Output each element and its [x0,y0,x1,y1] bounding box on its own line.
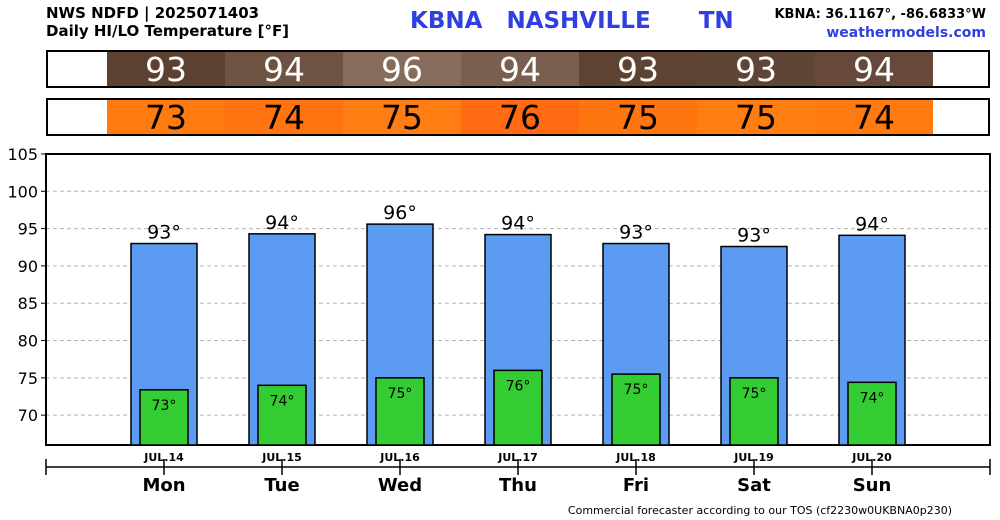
y-tick-label: 100 [7,182,38,201]
date-label: JUL.16 [379,451,420,464]
low-temp-bar [139,389,189,446]
high-temp-label: 93° [619,222,653,244]
high-temp-label: 94° [501,213,535,235]
product-label: Daily HI/LO Temperature [°F] [46,22,290,40]
date-label: JUL.15 [261,451,302,464]
date-label: JUL.17 [497,451,538,464]
low-temp-label: 73° [152,398,177,414]
day-label: Sun [853,475,892,496]
low-temp-bar [375,377,425,446]
high-strip-cell: 93 [697,50,815,89]
footer-note: Commercial forecaster according to our T… [567,504,952,517]
high-temp-label: 94° [855,213,889,235]
model-run-label: NWS NDFD | 2025071403 [46,4,260,22]
station-title: KBNA NASHVILLE TN [410,8,734,34]
day-label: Tue [264,475,299,496]
high-strip-cell: 94 [815,50,933,89]
date-label: JUL.19 [733,451,774,464]
high-strip-cell: 96 [343,50,461,89]
low-temp-label: 74° [270,393,295,409]
low-temp-bar [493,369,543,446]
station-name: NASHVILLE [506,8,651,34]
day-label: Sat [737,475,771,496]
low-strip-cell: 76 [461,98,579,137]
y-tick-label: 105 [7,145,38,164]
high-strip-cell: 93 [107,50,225,89]
low-strip-cell: 75 [697,98,815,137]
day-label: Fri [623,475,649,496]
low-strip-cell: 74 [815,98,933,137]
high-strip-cell: 93 [579,50,697,89]
high-temp-label: 93° [147,222,181,244]
low-temp-bar [847,381,897,446]
station-id: KBNA [410,8,483,34]
y-tick-label: 85 [18,294,38,313]
temperature-bar-chart: 70 75 80 85 90 95 100 105 93° 73° 94° 74° 96° 75° 94° 7… [7,145,991,496]
low-temp-bar [611,373,661,446]
station-state: TN [698,8,734,34]
low-temp-strip: 73 74 75 76 75 75 74 [46,98,990,137]
low-temp-label: 75° [624,382,649,398]
low-strip-cell: 74 [225,98,343,137]
y-tick-label: 75 [18,369,38,388]
y-tick-label: 70 [18,406,38,425]
y-tick-label: 90 [18,257,38,276]
y-tick-label: 95 [18,220,38,239]
header-right: KBNA: 36.1167°, -86.6833°W weathermodels… [774,5,986,43]
high-temp-strip: 93 94 96 94 93 93 94 [46,50,990,89]
low-temp-label: 75° [388,386,413,402]
low-temp-label: 74° [860,390,885,406]
low-strip-cell: 73 [107,98,225,137]
site-link[interactable]: weathermodels.com [826,25,986,41]
high-strip-cell: 94 [225,50,343,89]
date-label: JUL.20 [851,451,892,464]
high-strip-cell: 94 [461,50,579,89]
high-temp-label: 93° [737,225,771,247]
high-temp-label: 96° [383,202,417,224]
day-label: Mon [142,475,185,496]
y-tick-label: 80 [18,332,38,351]
header-info: NWS NDFD | 2025071403 Daily HI/LO Temper… [46,4,289,40]
date-label: JUL.14 [143,451,184,464]
low-temp-bar [257,384,307,446]
day-label: Wed [378,475,422,496]
low-strip-cell: 75 [343,98,461,137]
high-temp-label: 94° [265,212,299,234]
low-temp-label: 76° [506,378,531,394]
low-temp-label: 75° [742,386,767,402]
date-label: JUL.18 [615,451,656,464]
low-strip-cell: 75 [579,98,697,137]
station-coords: KBNA: 36.1167°, -86.6833°W [774,7,986,22]
low-temp-bar [729,377,779,446]
day-label: Thu [499,475,537,496]
